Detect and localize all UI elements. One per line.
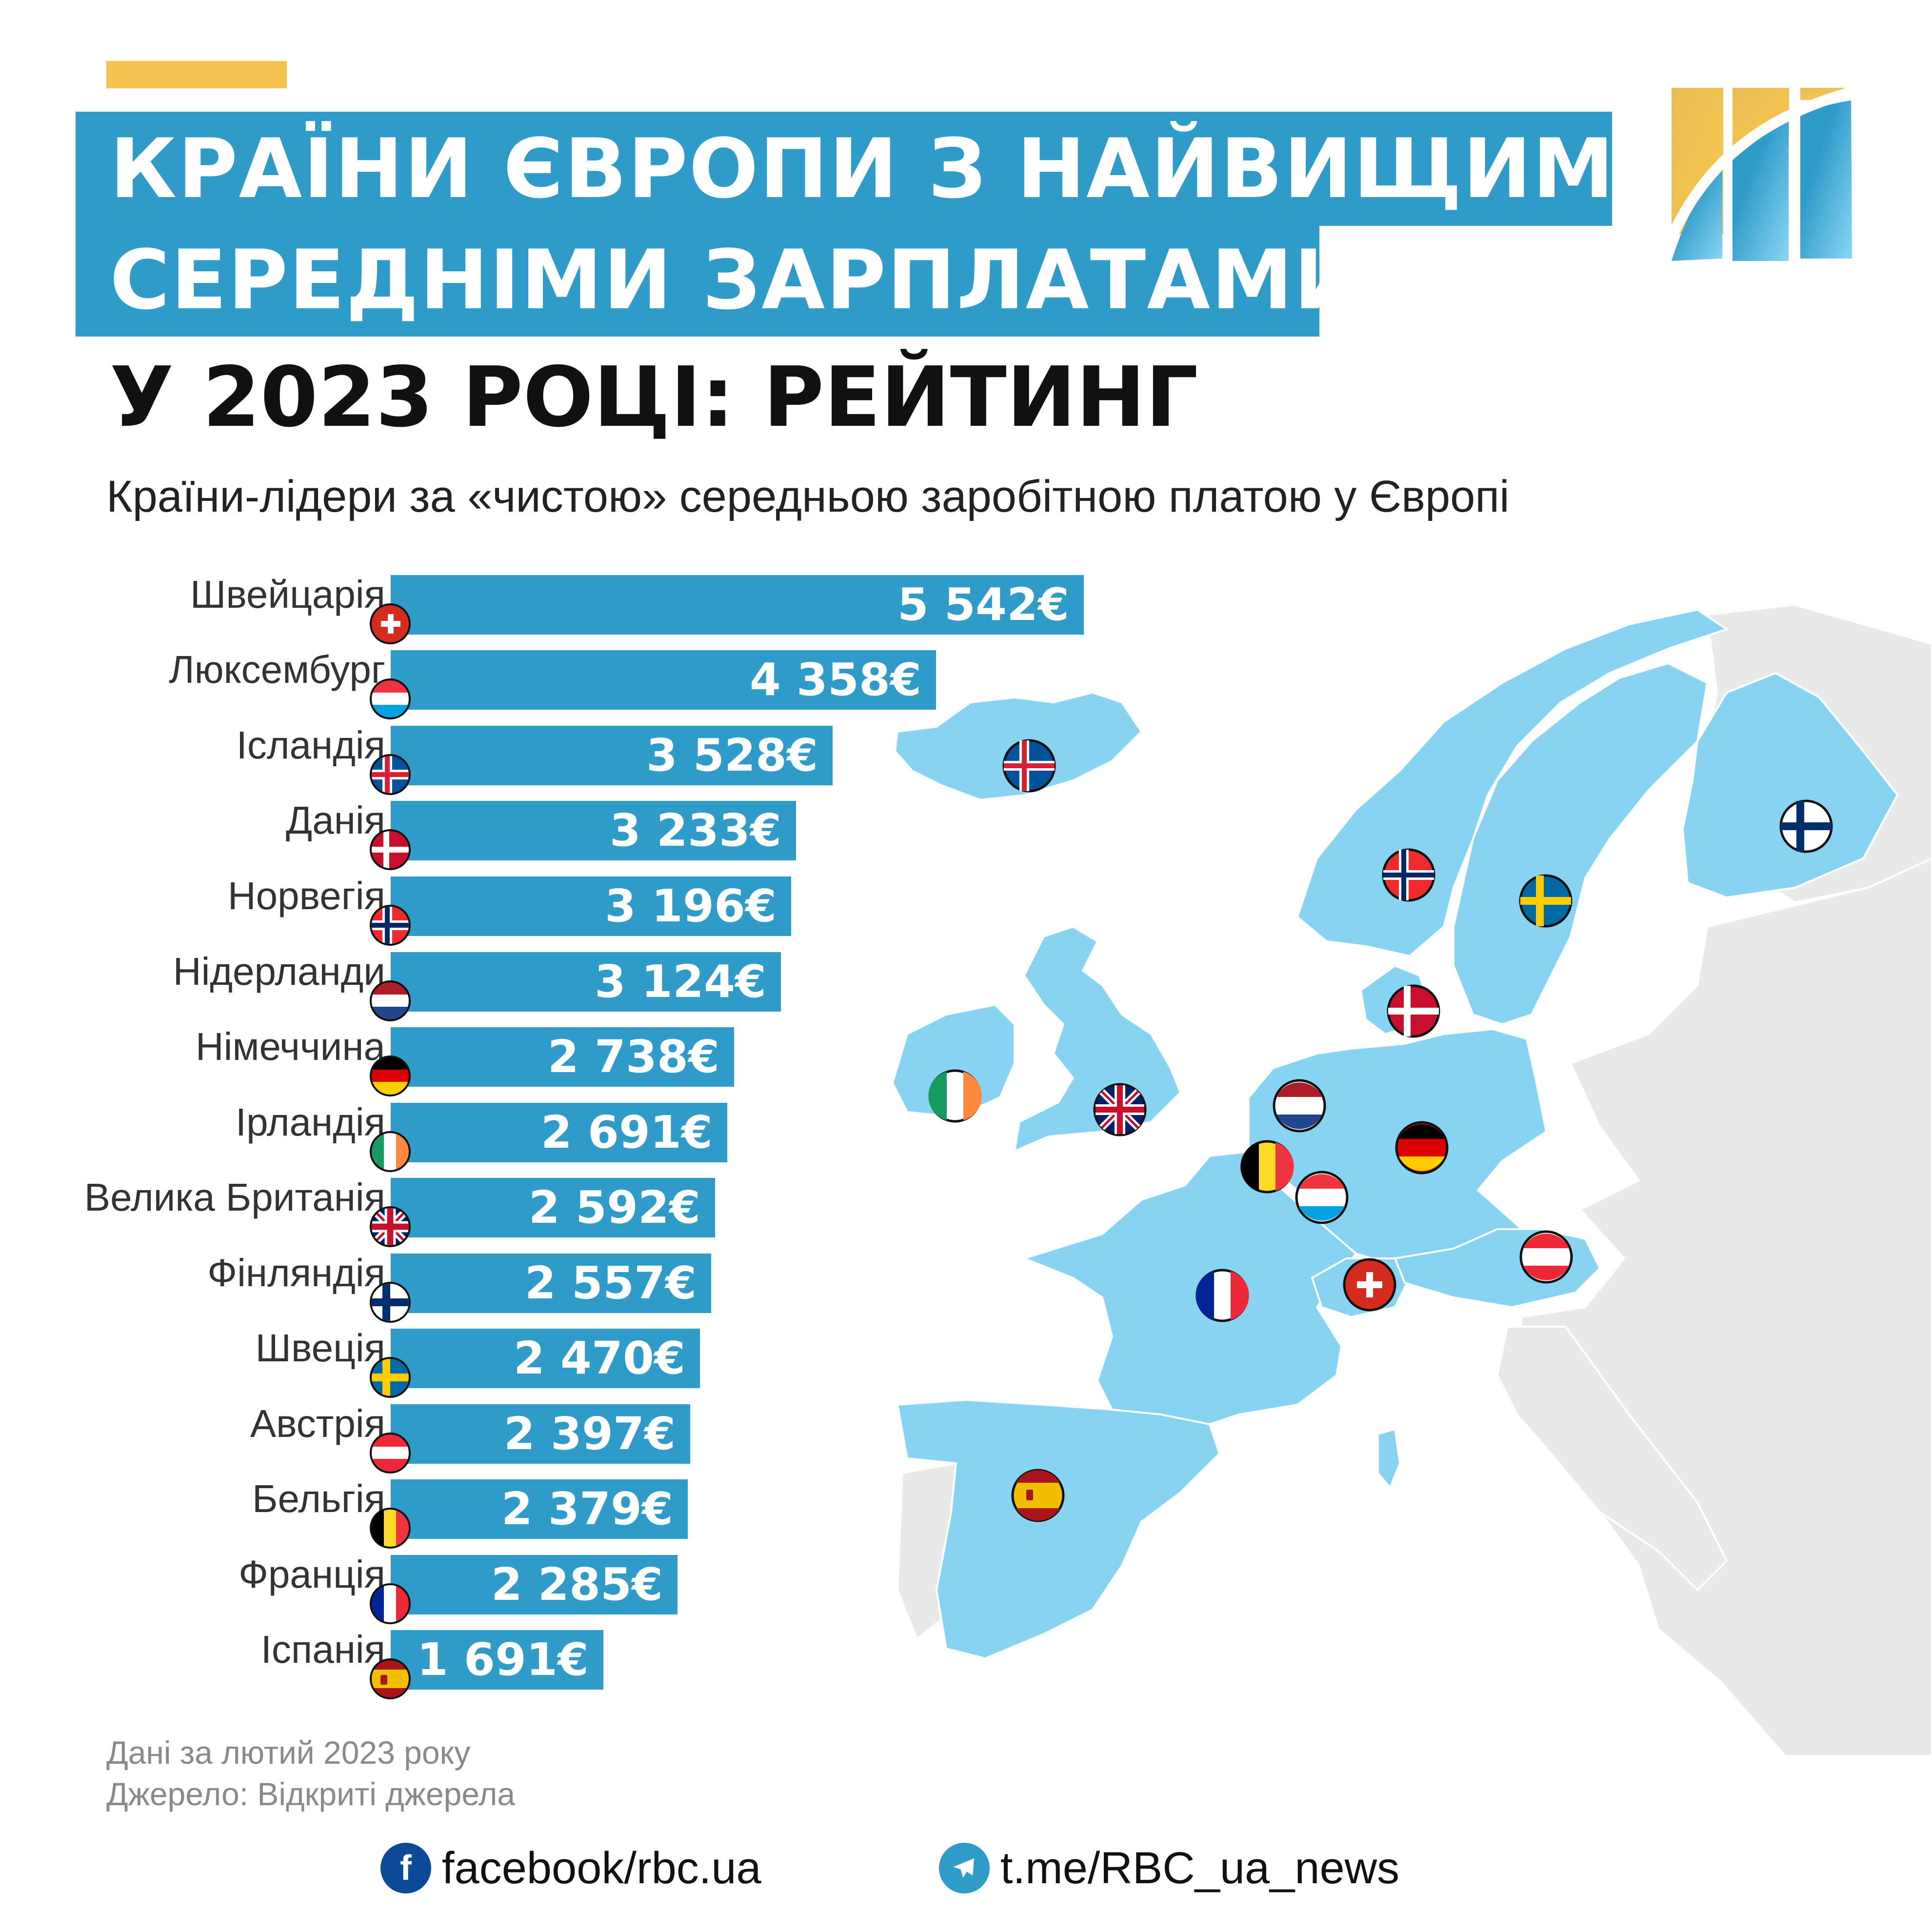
luxembourg-flag-icon [370,678,411,719]
country-label: Бельгія [252,1477,385,1520]
country-label: Швейцарія [190,573,385,616]
country-label: Іспанія [260,1628,385,1671]
value-bar: 3 233€ [391,801,796,860]
facebook-icon: f [380,1843,431,1893]
value-label: 3 124€ [594,956,766,1008]
map-flag-sweden-icon [1519,874,1573,928]
value-label: 2 470€ [513,1332,685,1384]
finland-flag-icon [370,1282,411,1323]
map-flag-luxembourg-icon [1295,1171,1349,1224]
switzerland-flag-icon [370,603,411,644]
value-bar: 2 557€ [391,1254,711,1313]
value-label: 2 557€ [524,1257,697,1309]
value-label: 4 358€ [749,654,921,706]
telegram-icon [939,1843,990,1893]
value-label: 2 285€ [491,1558,663,1611]
value-label: 1 691€ [417,1633,589,1686]
uk-flag-icon [370,1206,411,1247]
ireland-flag-icon [370,1131,411,1172]
value-label: 3 233€ [609,804,781,856]
telegram-link[interactable]: t.me/RBC_ua_news [939,1841,1399,1895]
data-period-note: Дані за лютий 2023 року [106,1734,471,1771]
map-flag-netherlands-icon [1273,1079,1326,1133]
map-flag-denmark-icon [1387,984,1440,1038]
value-bar: 4 358€ [391,650,936,710]
value-label: 2 691€ [540,1106,713,1158]
iceland-flag-icon [370,754,411,795]
value-bar: 2 470€ [391,1329,700,1388]
country-label: Нідерланди [173,950,385,993]
value-bar: 2 592€ [391,1178,715,1237]
value-bar: 2 379€ [391,1479,688,1539]
map-flag-germany-icon [1395,1121,1449,1175]
map-flag-france-icon [1195,1269,1249,1322]
map-flags [928,739,1833,1522]
facebook-text: facebook/rbc.ua [442,1843,761,1893]
value-bar: 3 124€ [391,952,781,1012]
subtitle: Країни-лідери за «чистою» середньою заро… [106,472,1510,521]
france-flag-icon [370,1583,411,1624]
country-label: Фінляндія [207,1251,385,1295]
belgium-flag-icon [370,1508,411,1549]
denmark-flag-icon [370,829,411,870]
source-note: Джерело: Відкриті джерела [106,1776,516,1812]
title-line-1: КРАЇНИ ЄВРОПИ З НАЙВИЩИМИ [76,112,1683,226]
germany-flag-icon [370,1056,411,1096]
value-bar: 3 196€ [391,876,791,936]
sweden-flag-icon [370,1357,411,1398]
country-label: Німеччина [195,1025,385,1068]
spain-flag-icon [370,1658,411,1699]
country-label: Австрія [250,1402,385,1445]
accent-bar [106,61,287,88]
map-flag-spain-icon [1011,1469,1065,1522]
country-label: Норвегія [227,874,385,917]
value-label: 2 397€ [503,1408,676,1460]
value-label: 3 528€ [646,729,818,781]
austria-flag-icon [370,1433,411,1474]
country-label: Швеція [255,1326,385,1370]
rbc-logo-icon [1672,88,1853,261]
value-label: 2 379€ [501,1483,673,1535]
europe-map [891,603,1932,1756]
value-bar: 2 285€ [391,1555,677,1614]
value-bar: 5 542€ [391,575,1084,635]
map-flag-iceland-icon [1002,739,1056,793]
value-bar: 2 738€ [391,1027,734,1087]
country-label: Франція [239,1553,385,1596]
country-label: Ісландія [236,723,385,767]
country-label: Велика Британія [84,1175,385,1219]
map-flag-finland-icon [1779,799,1833,853]
netherlands-flag-icon [370,980,411,1021]
title-line-3: У 2023 РОЦІ: РЕЙТИНГ [110,349,1198,446]
value-bar: 2 397€ [391,1404,690,1464]
value-label: 5 542€ [897,578,1069,631]
value-bar: 2 691€ [391,1103,727,1162]
map-flag-austria-icon [1519,1230,1573,1284]
map-flag-belgium-icon [1240,1140,1294,1194]
facebook-link[interactable]: f facebook/rbc.ua [380,1841,761,1895]
value-label: 2 738€ [547,1031,719,1083]
country-label: Люксембург [169,648,385,691]
map-flag-norway-icon [1382,848,1435,902]
value-bar: 1 691€ [391,1630,603,1690]
value-label: 2 592€ [528,1181,700,1234]
value-bar: 3 528€ [391,726,833,785]
map-flag-ireland-icon [928,1069,982,1123]
map-flag-switzerland-icon [1343,1258,1396,1312]
value-label: 3 196€ [604,880,777,932]
country-label: Ірландія [235,1100,385,1144]
norway-flag-icon [370,905,411,946]
telegram-text: t.me/RBC_ua_news [1000,1843,1400,1893]
map-flag-uk-icon [1093,1083,1147,1136]
country-label: Данія [286,798,385,842]
title-line-2: СЕРЕДНІМИ ЗАРПЛАТАМИ [76,225,1362,337]
